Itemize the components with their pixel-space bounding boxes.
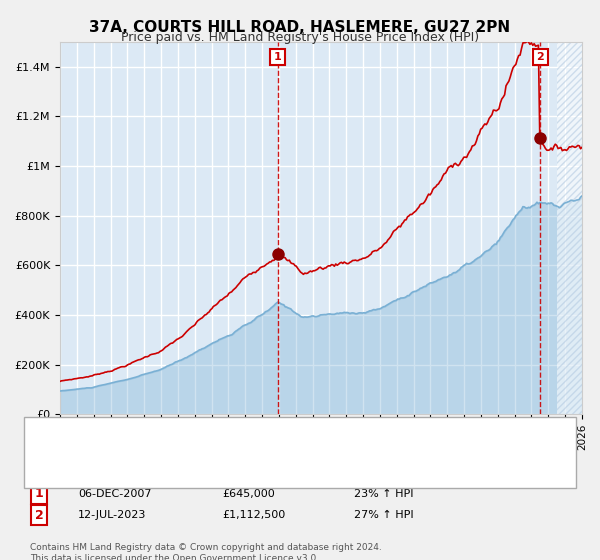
Text: 06-DEC-2007: 06-DEC-2007 xyxy=(78,489,151,499)
Text: Contains HM Land Registry data © Crown copyright and database right 2024.
This d: Contains HM Land Registry data © Crown c… xyxy=(30,543,382,560)
Text: HPI: Average price, detached house, Waverley: HPI: Average price, detached house, Wave… xyxy=(96,457,337,467)
Text: 2: 2 xyxy=(35,508,43,522)
Text: 12-JUL-2023: 12-JUL-2023 xyxy=(78,510,146,520)
Text: 37A, COURTS HILL ROAD, HASLEMERE, GU27 2PN: 37A, COURTS HILL ROAD, HASLEMERE, GU27 2… xyxy=(89,20,511,35)
Text: £645,000: £645,000 xyxy=(222,489,275,499)
Text: £1,112,500: £1,112,500 xyxy=(222,510,285,520)
Text: 1: 1 xyxy=(35,487,43,501)
Text: Price paid vs. HM Land Registry's House Price Index (HPI): Price paid vs. HM Land Registry's House … xyxy=(121,31,479,44)
Text: 2: 2 xyxy=(536,52,544,62)
Text: 23% ↑ HPI: 23% ↑ HPI xyxy=(354,489,413,499)
Text: 27% ↑ HPI: 27% ↑ HPI xyxy=(354,510,413,520)
Text: 37A, COURTS HILL ROAD, HASLEMERE, GU27 2PN (detached house): 37A, COURTS HILL ROAD, HASLEMERE, GU27 2… xyxy=(96,434,448,444)
Text: 1: 1 xyxy=(274,52,281,62)
